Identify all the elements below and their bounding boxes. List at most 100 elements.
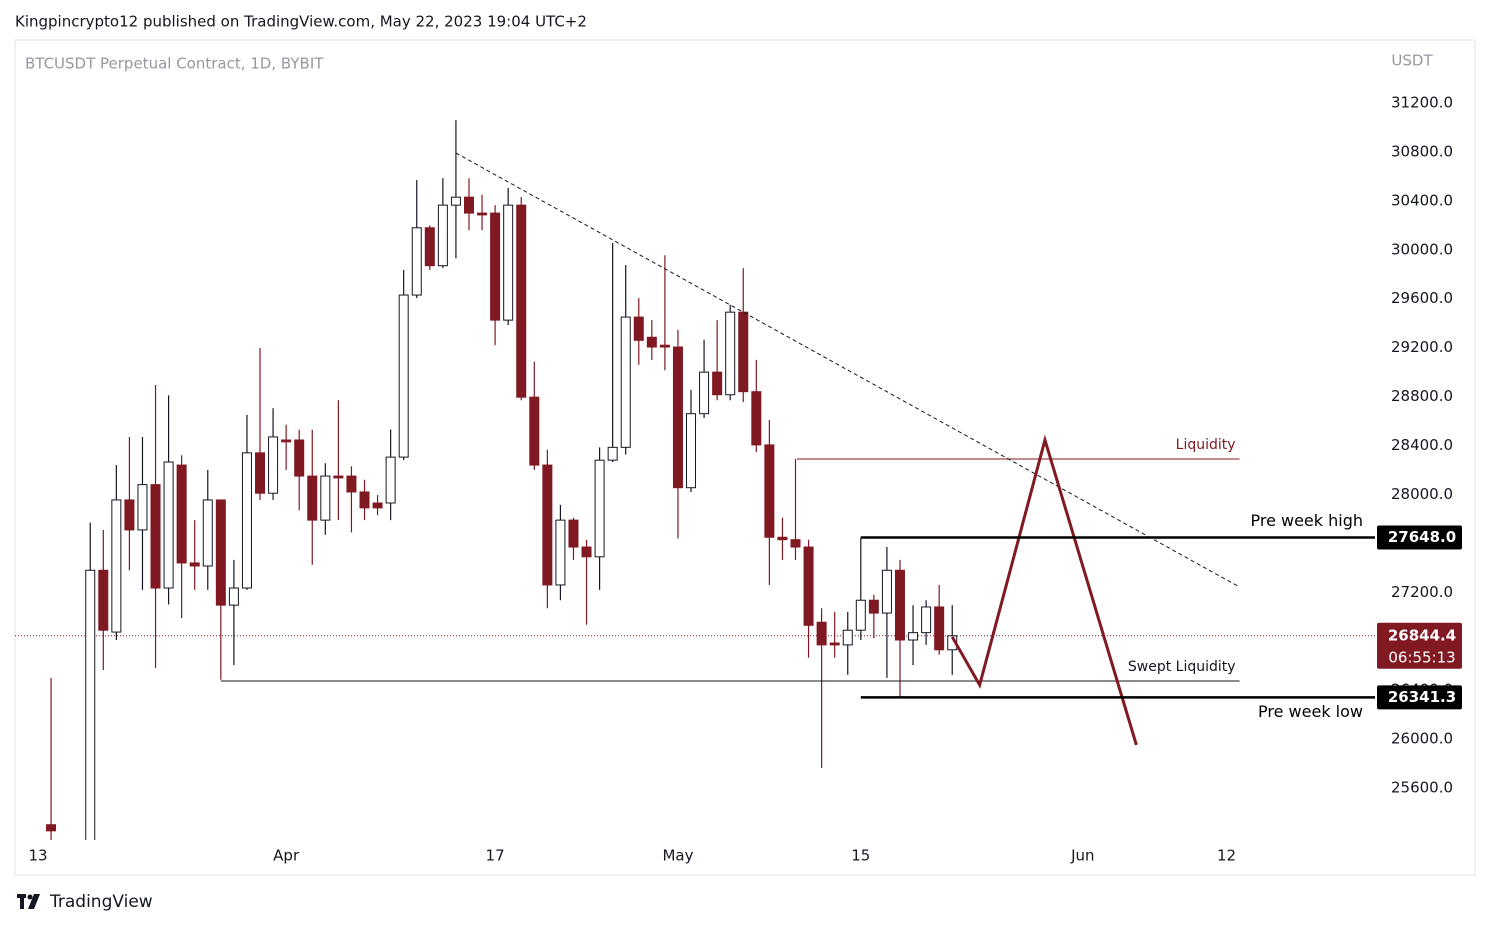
- chart-title: BTCUSDT Perpetual Contract, 1D, BYBIT: [25, 55, 324, 73]
- candle-body: [921, 606, 932, 634]
- candle-body: [176, 464, 187, 564]
- x-tick-label: 15: [851, 847, 870, 865]
- candle-body: [98, 569, 109, 631]
- y-tick-label: 28000.0: [1391, 485, 1453, 503]
- candle-body: [751, 391, 762, 446]
- candle-body: [738, 311, 749, 393]
- candle-body: [411, 227, 422, 296]
- y-tick-label: 29200.0: [1391, 338, 1453, 356]
- candle-body: [908, 632, 919, 641]
- y-tick-label: 30800.0: [1391, 142, 1453, 160]
- header: Kingpincrypto12 published on TradingView…: [15, 13, 587, 31]
- candle-body: [46, 824, 57, 832]
- candle-body: [359, 491, 370, 509]
- last-price-label: 26844.4: [1388, 626, 1456, 644]
- chart-frame: [14, 39, 1476, 876]
- candle-body: [555, 519, 566, 586]
- candle-body: [450, 196, 461, 206]
- candle-body: [503, 204, 514, 321]
- plot-area: Liquidity Swept Liquidity Pre week high Pre…: [15, 120, 1375, 840]
- candle-body: [855, 599, 866, 631]
- price-tag-label: 27648.0: [1388, 528, 1456, 546]
- candle-body: [672, 346, 683, 489]
- candle-body: [764, 444, 775, 538]
- candle-body: [398, 294, 409, 458]
- candle-body: [607, 446, 618, 461]
- candle-body: [477, 212, 488, 216]
- candle-body: [333, 475, 344, 479]
- footer-brand: TradingView: [49, 892, 153, 912]
- price-tag: [1377, 525, 1462, 550]
- price-tag: [1377, 685, 1462, 710]
- projection-path: [950, 434, 1138, 746]
- candle-body: [463, 196, 474, 214]
- candle-body: [529, 396, 540, 466]
- candle-body: [85, 569, 96, 840]
- x-tick-label: 13: [28, 847, 47, 865]
- candle-body: [659, 344, 670, 348]
- candle-body: [490, 212, 501, 321]
- candle-body: [842, 629, 853, 646]
- candle-body: [346, 475, 357, 493]
- candle-body: [111, 499, 122, 633]
- candle-body: [516, 204, 527, 398]
- y-tick-label: 30000.0: [1391, 240, 1453, 258]
- x-tick-label: 17: [486, 847, 505, 865]
- candle-body: [620, 316, 631, 448]
- candle-body: [202, 499, 213, 567]
- candle-body: [424, 227, 435, 267]
- x-tick-label: 12: [1217, 847, 1236, 865]
- candle-body: [881, 569, 892, 614]
- candle-body: [594, 459, 605, 558]
- level-label: Pre week low: [1258, 702, 1363, 721]
- candle-body: [294, 439, 305, 477]
- candle-body: [189, 562, 200, 567]
- y-tick-label: 25600.0: [1391, 779, 1453, 797]
- candle-body: [868, 599, 879, 614]
- candle-body: [215, 499, 226, 606]
- candle-body: [137, 484, 148, 531]
- candle-body: [228, 587, 239, 606]
- x-tick-label: Apr: [273, 847, 300, 865]
- candle-body: [725, 311, 736, 396]
- trendline: [455, 152, 1240, 588]
- candle-body: [686, 413, 697, 489]
- candle-body: [646, 336, 657, 348]
- y-tick-label: 31200.0: [1391, 93, 1453, 111]
- y-axis-label: USDT: [1391, 52, 1433, 70]
- candle-body: [268, 436, 279, 494]
- x-tick-label: May: [662, 847, 693, 865]
- y-tick-label: 28400.0: [1391, 436, 1453, 454]
- axes: 25600.026000.026400.026800.027200.027600…: [28, 93, 1462, 865]
- candle-body: [829, 642, 840, 646]
- x-tick-label: Jun: [1070, 847, 1094, 865]
- candle-body: [320, 475, 331, 521]
- candle-body: [255, 452, 266, 494]
- logo: [17, 894, 40, 909]
- candle-body: [894, 569, 905, 641]
- candle-body: [803, 546, 814, 626]
- liquidity-label: Swept Liquidity: [1128, 659, 1236, 675]
- candle-body: [542, 464, 553, 586]
- candle-body: [568, 519, 579, 548]
- candle-body: [633, 316, 644, 341]
- candle-body: [934, 606, 945, 651]
- y-tick-label: 30400.0: [1391, 191, 1453, 209]
- candle-body: [281, 439, 292, 443]
- y-tick-label: 26000.0: [1391, 730, 1453, 748]
- price-tag-label: 26341.3: [1388, 688, 1456, 706]
- candle-body: [581, 546, 592, 558]
- candle-body: [699, 371, 710, 415]
- y-tick-label: 28800.0: [1391, 387, 1453, 405]
- y-tick-label: 27200.0: [1391, 583, 1453, 601]
- y-tick-label: 29600.0: [1391, 289, 1453, 307]
- candle-body: [712, 371, 723, 396]
- candle-body: [241, 452, 252, 589]
- last-price-tag: [1377, 622, 1462, 669]
- candle-body: [163, 461, 174, 589]
- candle-body: [385, 456, 396, 504]
- level-label: Pre week high: [1250, 511, 1363, 530]
- candle-body: [150, 484, 161, 589]
